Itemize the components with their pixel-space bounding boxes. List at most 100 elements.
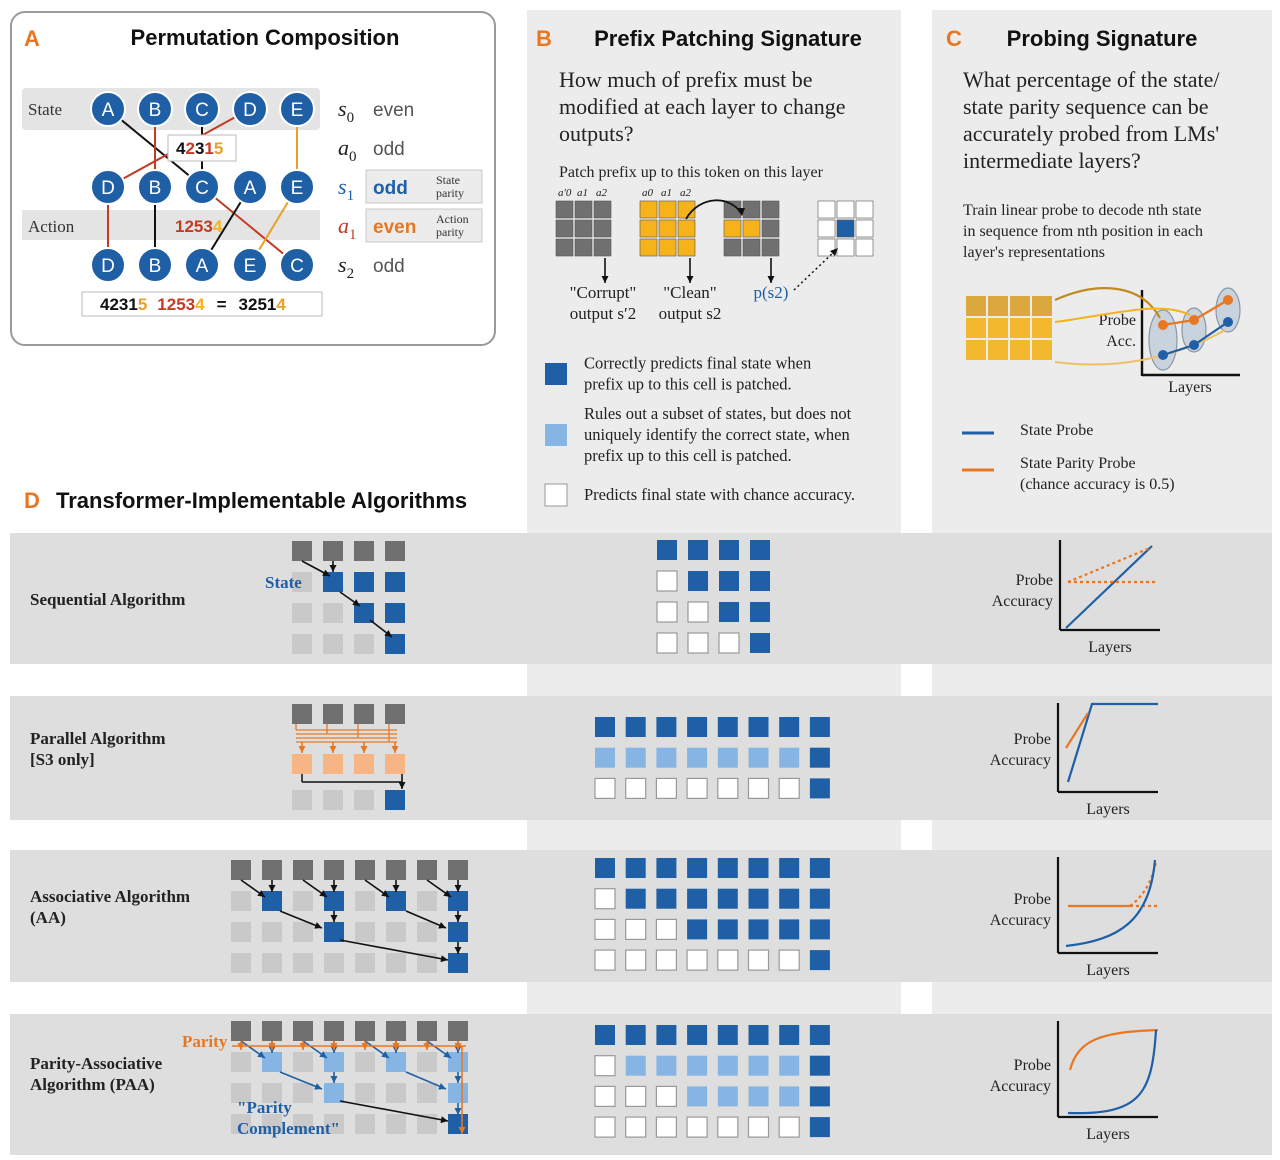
- patching-cell: [717, 717, 738, 737]
- state-node-label: E: [291, 100, 304, 121]
- arrow-head: [392, 885, 400, 892]
- clean-cell: [658, 238, 677, 257]
- sequence-symbol: s1: [338, 174, 354, 204]
- patching-cell: [779, 1025, 800, 1045]
- state-node-label: A: [196, 256, 209, 277]
- column-label: a1: [577, 187, 588, 199]
- diagram-cell: [231, 922, 251, 942]
- algorithm-row: Parity-Associative Algorithm (PAA) Parity "…: [30, 1021, 1159, 1143]
- diagram-cell: [448, 922, 468, 942]
- corrupt-cell: [574, 200, 593, 219]
- axis-label: Probe: [1014, 731, 1051, 748]
- patching-cell: [687, 601, 709, 623]
- sequence-symbol: a0: [338, 135, 357, 165]
- diagram-cell: [324, 922, 344, 942]
- patching-cell: [748, 1055, 769, 1076]
- diagram-cell: [324, 1052, 344, 1072]
- diagram-cell: [417, 1083, 437, 1103]
- corrupt-cell: [593, 219, 612, 238]
- axis-label: Probe: [1016, 572, 1053, 589]
- patching-cell: [748, 747, 769, 768]
- arrow-head: [330, 1076, 338, 1083]
- probe-chart: Probe Accuracy Layers: [990, 857, 1158, 979]
- patching-cell: [748, 919, 769, 940]
- clean-cell: [658, 200, 677, 219]
- probe-arrow: [1054, 329, 1226, 366]
- state-node-label: E: [291, 178, 304, 199]
- axis-label: Accuracy: [990, 1078, 1051, 1095]
- diagram-cell: [448, 1021, 468, 1041]
- arrow-head: [454, 1108, 462, 1115]
- patch-arrow-head: [736, 208, 745, 216]
- algorithm-name: Sequential Algorithm: [30, 590, 185, 609]
- diagram-cell: [355, 922, 375, 942]
- patching-cell: [687, 1055, 708, 1076]
- patching-cell: [747, 949, 770, 971]
- axis-label: Layers: [1086, 801, 1130, 818]
- diagram-cell: [417, 1114, 437, 1134]
- sequence-parity: even: [373, 217, 416, 238]
- patching-cell: [595, 717, 615, 737]
- output-cell: [836, 200, 855, 219]
- corrupt-cell: [555, 238, 574, 257]
- diagram-annotation: "Parity: [237, 1098, 292, 1117]
- patching-cell: [779, 1055, 800, 1076]
- patching-cell: [750, 571, 770, 591]
- diagram-cell: [385, 572, 405, 592]
- state-node: [279, 169, 315, 205]
- representation-cell: [1032, 318, 1052, 338]
- state-node-label: C: [290, 256, 304, 277]
- representation-cell: [966, 318, 986, 338]
- diagram-cell: [323, 541, 343, 561]
- probe-chart: Probe Accuracy Layers: [990, 1021, 1159, 1143]
- question-line: outputs?: [559, 121, 634, 146]
- state-node-label: E: [244, 256, 257, 277]
- parity-probe-curve: [1067, 546, 1151, 584]
- question-line: state parity sequence can be: [963, 94, 1209, 119]
- patching-cell: [719, 602, 739, 622]
- patching-grid: [594, 858, 830, 971]
- arrow-head: [381, 1051, 389, 1058]
- description-line: layer's representations: [963, 244, 1105, 261]
- patching-grid: [656, 540, 770, 654]
- patch-caption: Patch prefix up to this token on this la…: [559, 164, 824, 181]
- state-node-label: B: [149, 256, 162, 277]
- output-cell: [855, 219, 874, 238]
- representation-cell: [966, 340, 986, 360]
- diagram-cell: [386, 1021, 406, 1041]
- diagram-cell: [448, 860, 468, 880]
- diagram-cell: [355, 860, 375, 880]
- patching-cell: [717, 1116, 739, 1138]
- state-node: [137, 169, 173, 205]
- arrow-head: [398, 782, 406, 789]
- diagram-cell: [354, 790, 374, 810]
- probe-ellipse: [1215, 287, 1241, 333]
- patching-cell: [687, 747, 708, 768]
- arrow-head: [329, 565, 337, 572]
- sequence-symbol: a1: [338, 213, 357, 243]
- corrupt-cell: [574, 238, 593, 257]
- legend-text: uniquely identify the correct state, whe…: [584, 425, 850, 444]
- state-node-label: C: [195, 178, 209, 199]
- legend-swatch: [545, 424, 567, 446]
- diagram-cell: [354, 541, 374, 561]
- diagram-annotation: State: [265, 573, 302, 592]
- description-line: in sequence from nth position in each: [963, 223, 1203, 240]
- diagram-cell: [385, 754, 405, 774]
- output-cell: [817, 219, 836, 238]
- patching-cell: [809, 1117, 830, 1138]
- sequence-symbol: s0: [338, 96, 354, 126]
- diagram-cell: [354, 603, 374, 623]
- diagram-cell: [293, 1083, 313, 1103]
- arrow-head: [440, 1116, 448, 1124]
- patching-cell: [595, 1025, 615, 1045]
- row-band-sequential: [10, 533, 1272, 664]
- state-node: [232, 247, 268, 283]
- diagram-cell: [354, 572, 374, 592]
- diagram-cell: [262, 1114, 282, 1134]
- state-node-label: D: [243, 100, 257, 121]
- patching-cell: [717, 919, 738, 940]
